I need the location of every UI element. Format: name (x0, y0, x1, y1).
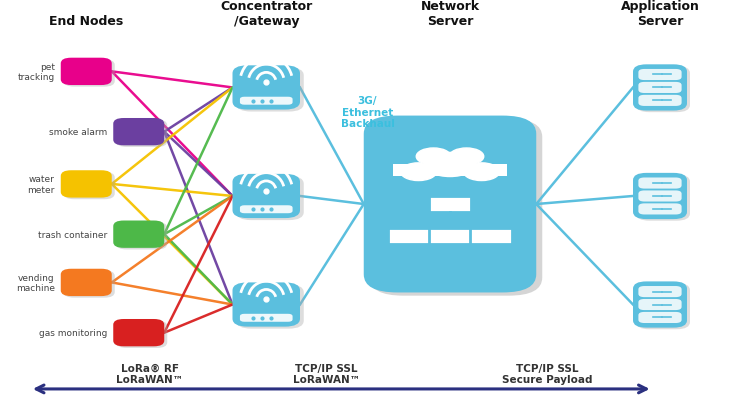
Ellipse shape (416, 149, 451, 166)
FancyBboxPatch shape (638, 299, 682, 310)
FancyBboxPatch shape (240, 206, 292, 214)
FancyBboxPatch shape (64, 60, 115, 87)
FancyBboxPatch shape (638, 286, 682, 298)
FancyBboxPatch shape (636, 283, 690, 330)
FancyBboxPatch shape (232, 174, 300, 219)
Ellipse shape (464, 164, 500, 181)
Text: smoke alarm: smoke alarm (49, 128, 107, 137)
Text: trash container: trash container (38, 230, 107, 239)
FancyBboxPatch shape (638, 70, 682, 81)
FancyBboxPatch shape (113, 119, 164, 146)
FancyBboxPatch shape (638, 312, 682, 323)
FancyBboxPatch shape (633, 173, 687, 220)
FancyBboxPatch shape (393, 164, 507, 176)
FancyBboxPatch shape (638, 95, 682, 107)
Text: Concentrator
/Gateway: Concentrator /Gateway (220, 0, 312, 28)
Text: Network
Server: Network Server (421, 0, 479, 28)
FancyBboxPatch shape (470, 228, 512, 244)
FancyBboxPatch shape (636, 67, 690, 113)
FancyBboxPatch shape (638, 204, 682, 215)
FancyBboxPatch shape (240, 314, 292, 322)
FancyBboxPatch shape (232, 66, 300, 110)
Text: 3G/
Ethernet
Backhaul: 3G/ Ethernet Backhaul (340, 96, 394, 129)
FancyBboxPatch shape (116, 223, 167, 250)
Text: pet
tracking: pet tracking (17, 63, 55, 82)
FancyBboxPatch shape (64, 271, 115, 298)
Text: gas monitoring: gas monitoring (39, 328, 107, 337)
FancyBboxPatch shape (633, 282, 687, 328)
Text: water
meter: water meter (28, 175, 55, 194)
Text: TCP/IP SSL
LoRaWAN™: TCP/IP SSL LoRaWAN™ (292, 363, 360, 385)
FancyBboxPatch shape (61, 59, 112, 86)
Ellipse shape (424, 153, 476, 177)
Text: End Nodes: End Nodes (50, 15, 123, 28)
FancyBboxPatch shape (116, 120, 167, 148)
FancyBboxPatch shape (116, 321, 167, 348)
Text: LoRa® RF
LoRaWAN™: LoRa® RF LoRaWAN™ (116, 363, 184, 385)
FancyBboxPatch shape (240, 97, 292, 105)
FancyBboxPatch shape (236, 285, 304, 329)
FancyBboxPatch shape (370, 119, 542, 296)
FancyBboxPatch shape (638, 178, 682, 189)
FancyBboxPatch shape (113, 221, 164, 248)
FancyBboxPatch shape (61, 269, 112, 296)
Text: TCP/IP SSL
Secure Payload: TCP/IP SSL Secure Payload (503, 363, 592, 385)
FancyBboxPatch shape (429, 196, 471, 212)
FancyBboxPatch shape (113, 319, 164, 346)
FancyBboxPatch shape (638, 83, 682, 94)
Text: Application
Server: Application Server (620, 0, 700, 28)
FancyBboxPatch shape (64, 172, 115, 200)
FancyBboxPatch shape (636, 175, 690, 221)
FancyBboxPatch shape (232, 283, 300, 327)
FancyBboxPatch shape (429, 228, 471, 244)
Ellipse shape (400, 164, 436, 181)
Text: vending
machine: vending machine (16, 273, 55, 292)
FancyBboxPatch shape (638, 191, 682, 202)
FancyBboxPatch shape (61, 171, 112, 198)
FancyBboxPatch shape (236, 176, 304, 221)
FancyBboxPatch shape (364, 116, 536, 293)
FancyBboxPatch shape (236, 68, 304, 112)
FancyBboxPatch shape (633, 65, 687, 111)
Ellipse shape (449, 149, 484, 166)
FancyBboxPatch shape (388, 228, 430, 244)
Text: AES Secured Payload: AES Secured Payload (267, 400, 416, 401)
